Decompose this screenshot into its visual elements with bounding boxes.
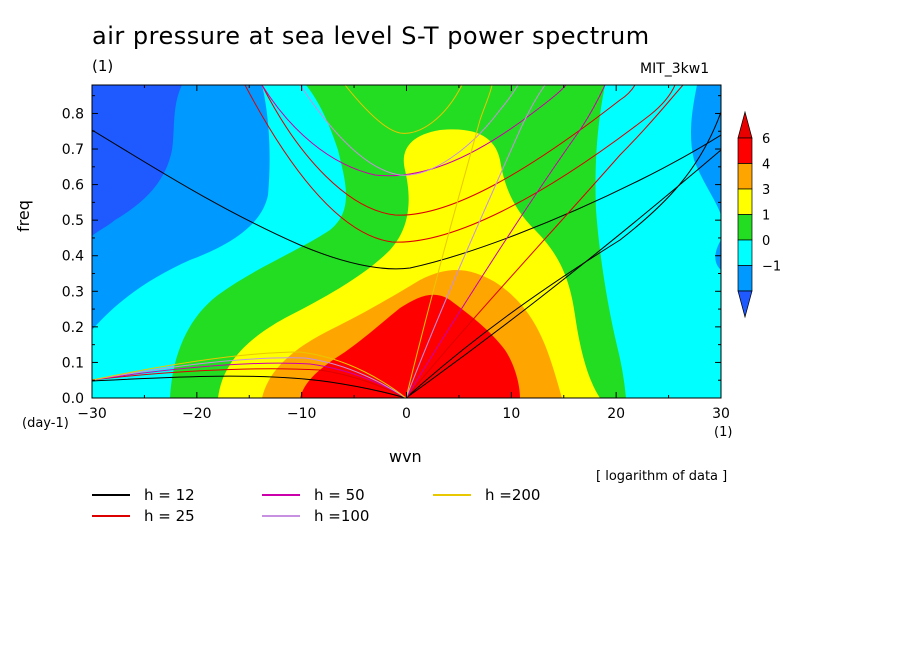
y-tick-label: 0.3 (62, 284, 84, 300)
colorbar-cap-top (737, 110, 753, 139)
curve-h50-kelvin (405, 85, 606, 398)
curve-h200-rossby (92, 351, 407, 398)
curve-h50-rossby (92, 362, 407, 398)
colorbar: 6 4 3 1 0 −1 (737, 110, 781, 319)
x-tick-label: −10 (287, 406, 317, 422)
legend-item-h12: h = 12 (92, 486, 195, 504)
colorbar-band (737, 239, 753, 266)
colorbar-cap-bottom (737, 290, 753, 319)
legend-item-h200: h =200 (433, 486, 540, 504)
legend-swatch-h50 (262, 494, 300, 496)
curve-h25-rossby (92, 368, 407, 398)
legend-label-h25: h = 25 (144, 507, 195, 525)
x-axis: −30 −20 −10 0 10 20 30 (77, 85, 730, 422)
legend-item-h25: h = 25 (92, 507, 195, 525)
legend-swatch-h100 (262, 515, 300, 517)
colorbar-label: −1 (762, 260, 781, 275)
colorbar-label: 0 (762, 234, 770, 249)
y-tick-label: 0.6 (62, 178, 84, 194)
x-unit-left: (day-1) (22, 416, 69, 431)
y-tick-label: 0.1 (62, 355, 84, 371)
units-label: (1) (92, 57, 114, 75)
x-tick-label: −20 (182, 406, 212, 422)
colorbar-label: 4 (762, 158, 770, 173)
y-tick-label: 0.2 (62, 320, 84, 336)
curve-h200-ig (344, 85, 463, 134)
contour-field (92, 85, 721, 398)
legend-item-h50: h = 50 (262, 486, 365, 504)
legend-item-h100: h =100 (262, 507, 369, 525)
legend-label-h100: h =100 (314, 507, 370, 525)
x-tick-label: 0 (402, 406, 411, 422)
curve-h200-kelvin (405, 85, 493, 398)
curve-h12-ig (92, 129, 721, 270)
y-tick-label: 0.4 (62, 249, 84, 265)
curve-h50-ig (261, 85, 567, 177)
legend-label-h12: h = 12 (144, 486, 195, 504)
colorbar-label: 1 (762, 209, 770, 224)
model-name: MIT_3kw1 (640, 61, 710, 77)
y-axis: 0.0 0.1 0.2 0.3 0.4 0.5 0.6 0.7 0.8 (62, 95, 721, 407)
colorbar-label: 6 (762, 132, 770, 147)
x-tick-label: 30 (712, 406, 730, 422)
x-unit-right: (1) (714, 425, 733, 440)
curve-h100-rossby (92, 357, 407, 398)
contour-region-low-right (690, 85, 721, 215)
y-tick-label: 0.8 (62, 106, 84, 122)
colorbar-band (737, 265, 753, 292)
x-axis-label: wvn (389, 447, 422, 466)
x-tick-label: 20 (607, 406, 625, 422)
legend-swatch-h12 (92, 494, 130, 496)
y-tick-label: 0.7 (62, 142, 84, 158)
legend-label-h200: h =200 (485, 486, 541, 504)
contour-region-lowest-left (92, 85, 182, 236)
curve-h12-kelvin2 (405, 111, 721, 398)
colorbar-band (737, 188, 753, 215)
y-tick-label: 0.5 (62, 213, 84, 229)
chart-title: air pressure at sea level S-T power spec… (92, 22, 650, 50)
legend-swatch-h25 (92, 515, 130, 517)
y-tick-label: 0.0 (62, 391, 84, 407)
colorbar-band (737, 214, 753, 241)
curve-h25-kelvin (405, 85, 684, 398)
colorbar-band (737, 137, 753, 164)
colorbar-label: 3 (762, 183, 770, 198)
log-note: [ logarithm of data ] (596, 469, 728, 484)
legend-swatch-h200 (433, 494, 471, 496)
curve-h25-ig2 (244, 85, 676, 243)
contour-region-red (300, 294, 520, 398)
dispersion-curves (92, 85, 721, 398)
curve-h12-kelvin (405, 149, 721, 398)
curve-h100-ig (299, 85, 519, 176)
y-axis-label: freq (14, 200, 33, 232)
legend-label-h50: h = 50 (314, 486, 365, 504)
x-tick-label: 10 (502, 406, 520, 422)
x-tick-label: −30 (77, 406, 107, 422)
curve-h100-kelvin (405, 85, 546, 398)
contour-region-low-right-bottom (715, 240, 721, 270)
colorbar-band (737, 163, 753, 190)
curve-h12-rossby (92, 375, 407, 398)
curve-h25-ig (261, 85, 636, 216)
